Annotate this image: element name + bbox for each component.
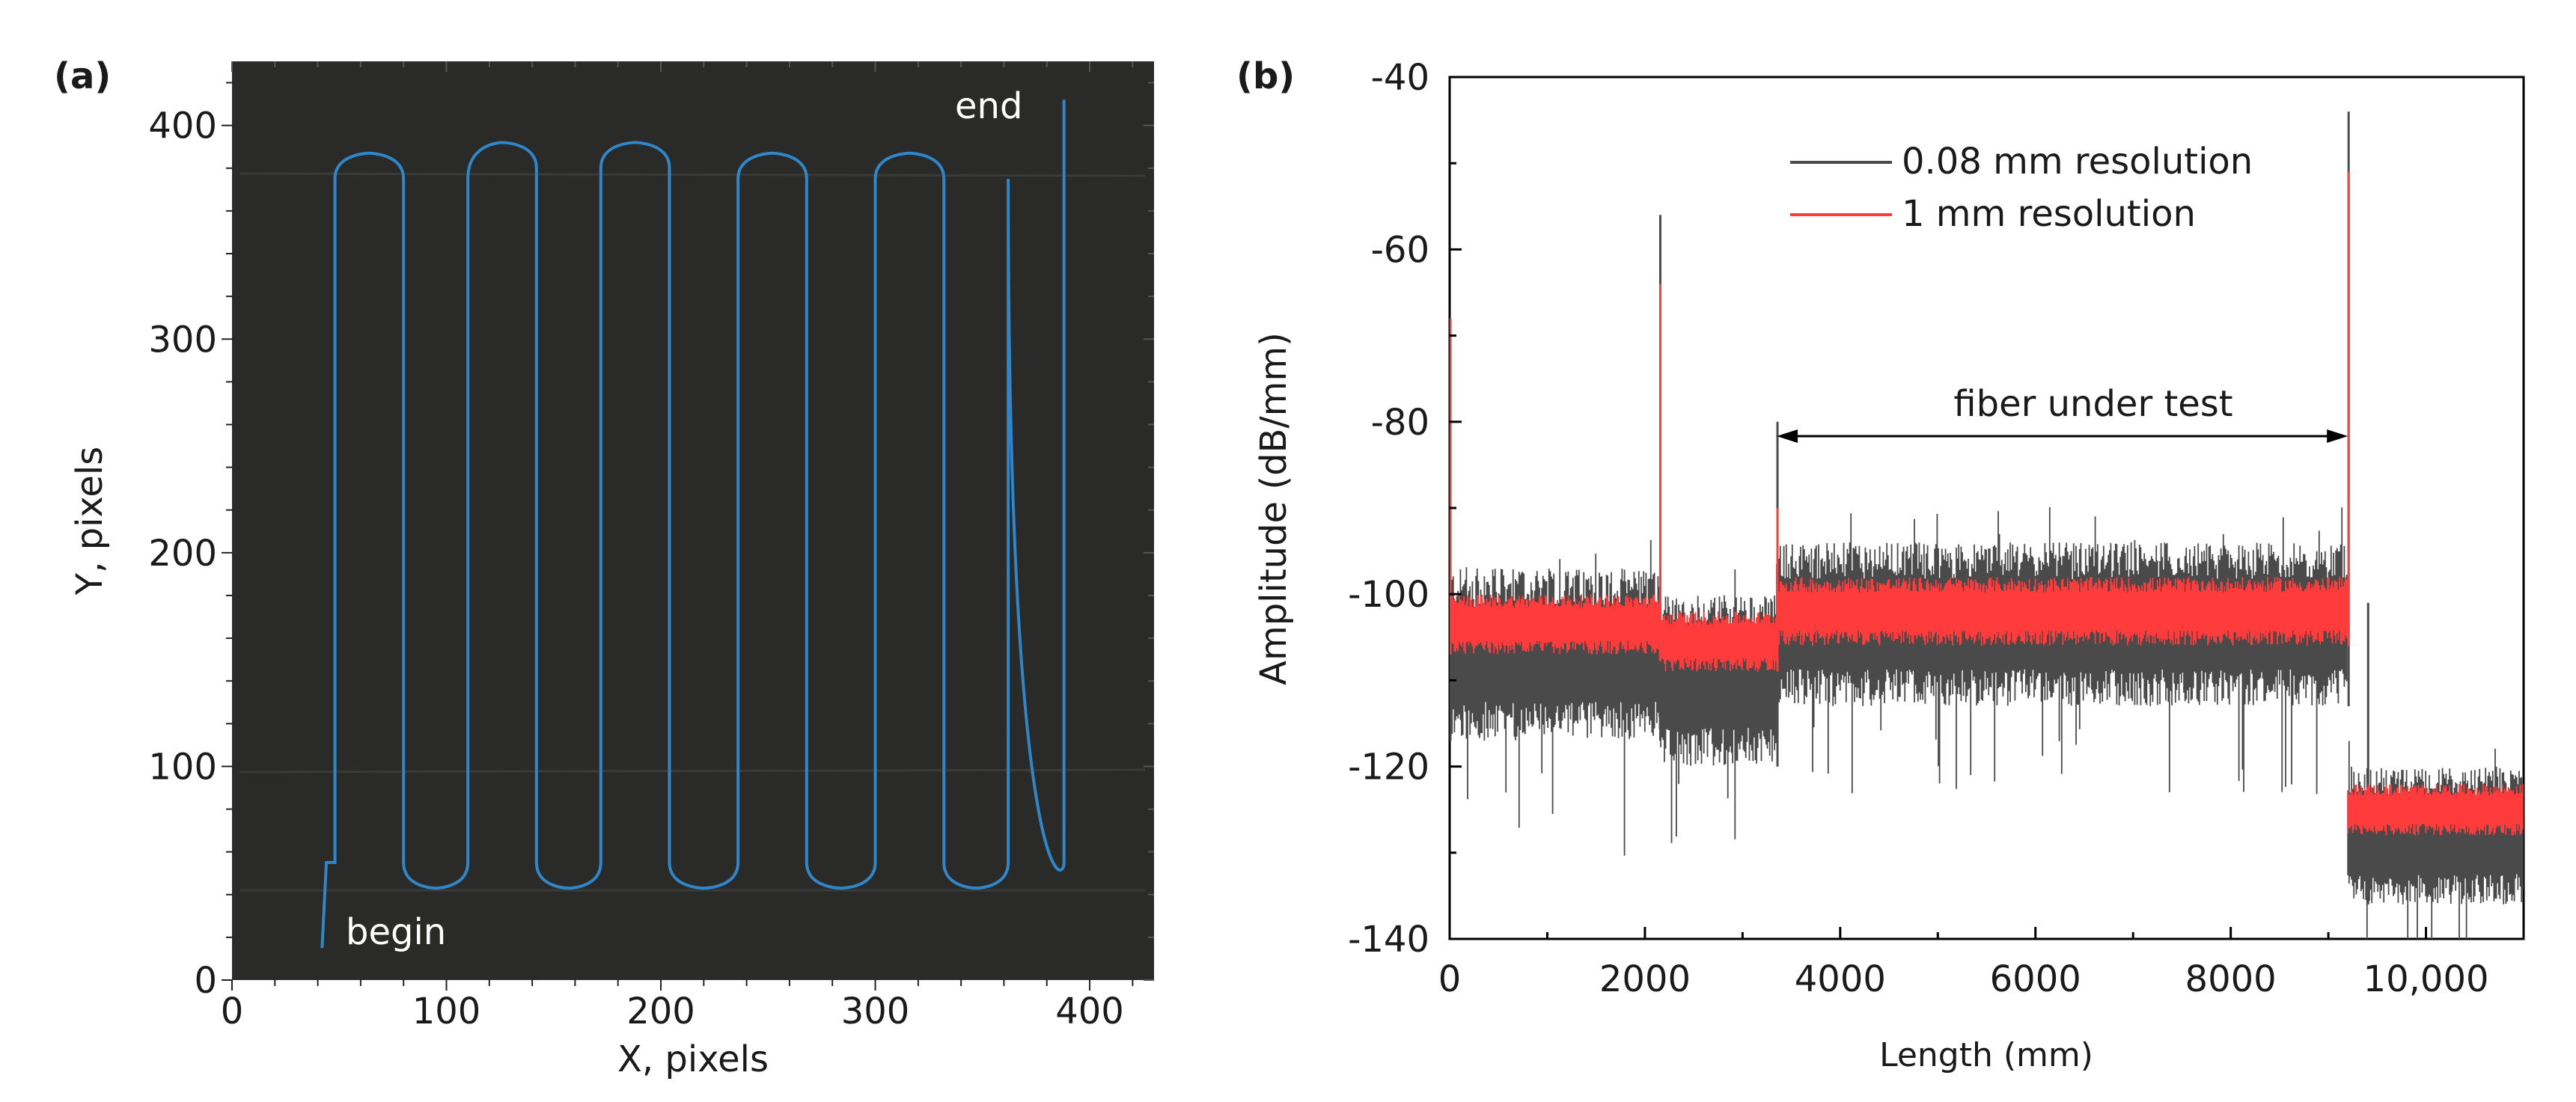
x-tick-label: 2000 — [1599, 958, 1691, 1000]
panel-b-label: (b) — [1236, 55, 1295, 97]
y-tick-label: -140 — [1348, 919, 1429, 961]
panel-b-x-axis-label: Length (mm) — [1879, 1036, 2093, 1074]
legend-label-1mm: 1 mm resolution — [1902, 193, 2196, 235]
trace-segment — [1450, 594, 1660, 655]
end-annotation: end — [955, 85, 1022, 127]
arrow-head-left — [1777, 429, 1798, 443]
panel-a: 0 100 200 300 400 0 100 200 300 400 X, pixels Y,… — [69, 61, 1154, 1080]
panel-a-y-tick-labels: 0 100 200 300 400 — [148, 105, 217, 1002]
panel-b-plot-frame — [1448, 76, 2525, 940]
panel-a-x-axis-label: X, pixels — [617, 1038, 769, 1080]
photo-background — [232, 61, 1154, 980]
arrow-head-right — [2327, 429, 2348, 443]
y-tick-label: -100 — [1348, 574, 1429, 616]
x-tick-label: 400 — [1055, 991, 1124, 1032]
panel-b-x-tick-labels: 0 2000 4000 6000 8000 10,000 — [1438, 958, 2489, 1000]
photo-crease — [239, 768, 1146, 774]
y-tick-label: -40 — [1371, 57, 1429, 99]
x-tick-label: 0 — [1438, 958, 1462, 1000]
x-tick-label: 300 — [841, 991, 910, 1032]
begin-annotation: begin — [346, 911, 446, 953]
panel-b-y-tick-labels: -140 -120 -100 -80 -60 -40 — [1348, 57, 1429, 961]
trace-segment — [2347, 783, 2524, 836]
x-tick-label: 0 — [221, 991, 244, 1032]
y-tick-label: 300 — [148, 319, 217, 361]
photo-texture — [239, 172, 1146, 892]
panel-a-ticks — [222, 61, 1154, 991]
legend-label-0.08mm: 0.08 mm resolution — [1902, 141, 2253, 183]
y-tick-label: -60 — [1371, 229, 1429, 271]
y-tick-label: 100 — [148, 746, 217, 788]
y-tick-label: -80 — [1371, 402, 1429, 444]
photo-crease — [239, 172, 1146, 177]
x-tick-label: 200 — [626, 991, 695, 1032]
panel-b-ticks — [1448, 76, 2525, 940]
y-tick-label: 200 — [148, 533, 217, 575]
fiber-under-test-arrow — [1777, 429, 2348, 443]
y-tick-label: -120 — [1348, 747, 1429, 789]
y-tick-label: 0 — [194, 960, 217, 1002]
x-tick-label: 8000 — [2185, 958, 2277, 1000]
panel-a-y-axis-label: Y, pixels — [69, 447, 111, 596]
fiber-under-test-annotation: fiber under test — [1953, 383, 2232, 425]
panel-a-x-tick-labels: 0 100 200 300 400 — [221, 991, 1124, 1032]
panel-b: 0 2000 4000 6000 8000 10,000 -140-120-100-80-… — [1253, 57, 2525, 1074]
x-tick-label: 10,000 — [2363, 958, 2489, 1000]
legend: 0.08 mm resolution 1 mm resolution — [1790, 141, 2253, 235]
panel-a-label: (a) — [54, 55, 111, 97]
fiber-path-trace — [320, 100, 1066, 949]
panel-b-y-axis-label: Amplitude (dB/mm) — [1253, 332, 1295, 685]
x-tick-label: 6000 — [1990, 958, 2081, 1000]
series-1mm-trace — [1450, 171, 2524, 836]
x-tick-label: 4000 — [1795, 958, 1886, 1000]
x-tick-label: 100 — [412, 991, 481, 1032]
y-tick-label: 400 — [148, 105, 217, 147]
